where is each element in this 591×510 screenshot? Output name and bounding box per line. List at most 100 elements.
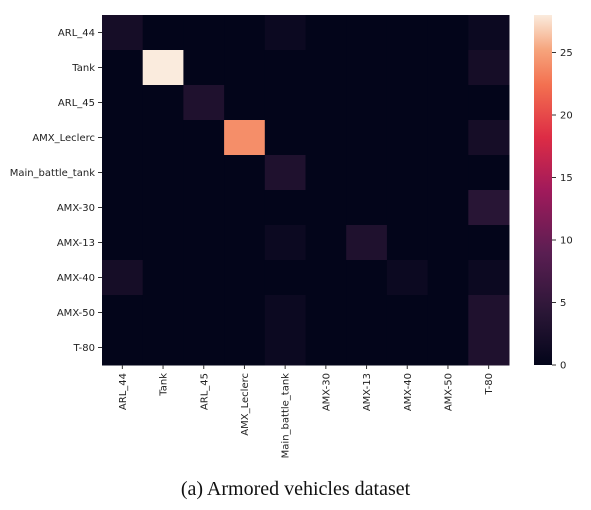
heatmap-cell (346, 330, 388, 366)
heatmap-cell (142, 330, 184, 366)
heatmap-cell (346, 155, 388, 191)
heatmap-cell (305, 155, 347, 191)
heatmap-cell (142, 85, 184, 121)
x-tick-label: AMX-30 (321, 373, 332, 411)
heatmap-cell (102, 330, 144, 366)
heatmap-cell (102, 225, 144, 261)
heatmap-cell (427, 225, 469, 261)
heatmap-cell (264, 330, 306, 366)
heatmap-cell (224, 120, 266, 156)
heatmap-cell (102, 155, 144, 191)
heatmap-cell (386, 15, 429, 51)
heatmap-cell (386, 295, 429, 331)
heatmap-cell (468, 330, 510, 366)
heatmap-cell (224, 295, 266, 331)
column-labels: ARL_44 Tank ARL_45 AMX_Leclerc Main_battle_t… (118, 365, 495, 458)
heatmap-cell (142, 190, 184, 226)
heatmap-cell (468, 50, 510, 86)
heatmap-cell (142, 260, 184, 296)
colorbar: 0 5 10 15 20 25 (534, 15, 573, 372)
x-tick-label: Tank (159, 373, 170, 397)
heatmap-cell (305, 85, 347, 121)
y-tick-label: ARL_45 (58, 98, 95, 109)
heatmap-cell (142, 15, 184, 51)
heatmap-cell (386, 225, 429, 261)
y-tick-label: AMX-30 (57, 203, 95, 214)
heatmap-cell (468, 120, 510, 156)
heatmap-cell (102, 50, 144, 86)
x-tick-label: AMX-13 (362, 373, 373, 411)
colorbar-tick-label: 10 (560, 236, 573, 247)
heatmap-cell (427, 190, 469, 226)
colorbar-tick-label: 0 (560, 361, 566, 372)
heatmap-cell (427, 50, 469, 86)
heatmap-cell (427, 15, 469, 51)
heatmap-cell (346, 295, 388, 331)
heatmap-cell (224, 190, 266, 226)
x-tick-label: T-80 (484, 373, 495, 396)
heatmap-cell (224, 50, 266, 86)
heatmap-cell (427, 120, 469, 156)
heatmap-cell (305, 330, 347, 366)
heatmap-cell (183, 155, 225, 191)
heatmap-cell (305, 120, 347, 156)
colorbar-tick-label: 25 (560, 48, 573, 59)
y-tick-label: AMX-13 (57, 238, 95, 249)
heatmap-cell (305, 50, 347, 86)
heatmap-cell (224, 260, 266, 296)
heatmap-cell (468, 295, 510, 331)
heatmap-cell (346, 50, 388, 86)
x-tick-label: AMX-40 (403, 373, 414, 411)
heatmap-cell (264, 260, 306, 296)
heatmap-cell (102, 85, 144, 121)
heatmap-cell (142, 225, 184, 261)
heatmap-cell (346, 15, 388, 51)
y-tick-label: AMX_Leclerc (32, 133, 95, 144)
heatmap-cell (183, 225, 225, 261)
heatmap-cell (305, 190, 347, 226)
heatmap-cell (183, 50, 225, 86)
heatmap-cell (142, 155, 184, 191)
heatmap-cell (183, 85, 225, 121)
heatmap-cell (264, 295, 306, 331)
heatmap-cell (427, 155, 469, 191)
heatmap-cells (102, 15, 510, 366)
x-tick-label: Main_battle_tank (281, 373, 292, 459)
confusion-heatmap: ARL_44 Tank ARL_45 AMX_Leclerc Main_battle_t… (10, 15, 573, 458)
x-tick-label: ARL_45 (199, 373, 210, 410)
heatmap-cell (346, 120, 388, 156)
heatmap-cell (142, 50, 184, 86)
heatmap-cell (264, 50, 306, 86)
heatmap-cell (224, 85, 266, 121)
heatmap-cell (102, 260, 144, 296)
y-tick-label: AMX-40 (57, 273, 95, 284)
heatmap-cell (183, 120, 225, 156)
heatmap-cell (142, 295, 184, 331)
heatmap-cell (427, 330, 469, 366)
heatmap-cell (386, 330, 429, 366)
heatmap-cell (264, 225, 306, 261)
row-labels: ARL_44 Tank ARL_45 AMX_Leclerc Main_battle_t… (10, 28, 102, 354)
colorbar-gradient (534, 15, 552, 365)
heatmap-cell (305, 225, 347, 261)
colorbar-tick-label: 5 (560, 298, 566, 309)
heatmap-cell (468, 190, 510, 226)
colorbar-tick-label: 15 (560, 173, 573, 184)
y-tick-label: Main_battle_tank (10, 168, 96, 179)
figure-caption: (a) Armored vehicles dataset (180, 478, 411, 500)
heatmap-cell (468, 225, 510, 261)
heatmap-cell (427, 85, 469, 121)
heatmap-cell (102, 15, 144, 51)
y-tick-label: ARL_44 (58, 28, 95, 39)
heatmap-cell (224, 330, 266, 366)
x-tick-label: ARL_44 (118, 373, 129, 410)
heatmap-cell (386, 190, 429, 226)
heatmap-cell (305, 15, 347, 51)
heatmap-cell (102, 120, 144, 156)
heatmap-cell (346, 225, 388, 261)
heatmap-cell (427, 295, 469, 331)
heatmap-cell (305, 295, 347, 331)
heatmap-cell (346, 85, 388, 121)
heatmap-cell (142, 120, 184, 156)
heatmap-cell (264, 155, 306, 191)
